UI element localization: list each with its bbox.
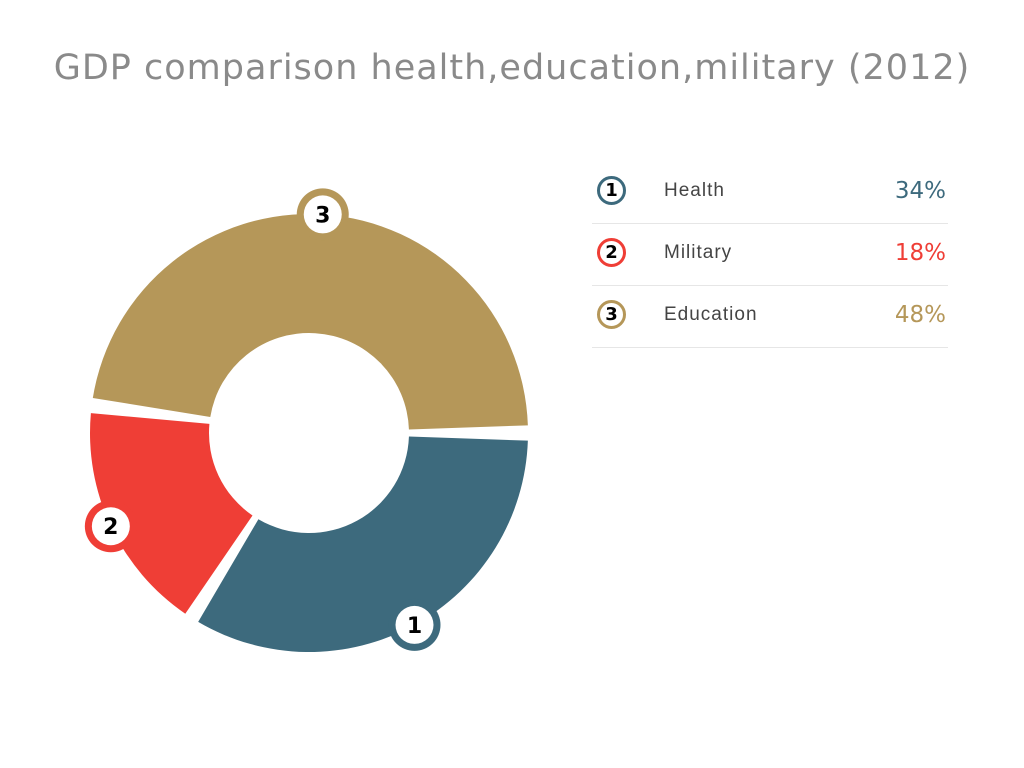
slice-number-3: 3 xyxy=(315,203,330,228)
slice-health xyxy=(198,436,528,652)
legend-item-education: 3 Education 48% xyxy=(592,286,948,348)
slice-number-1: 1 xyxy=(407,614,422,639)
legend-item-military: 2 Military 18% xyxy=(592,224,948,286)
slice-number-2: 2 xyxy=(103,515,118,540)
chart-title: GDP comparison health,education,military… xyxy=(53,48,971,88)
legend-badge-1: 1 xyxy=(597,176,626,205)
legend: 1 Health 34% 2 Military 18% 3 Education … xyxy=(592,162,948,348)
slice-education xyxy=(92,214,528,430)
legend-value-education: 48% xyxy=(894,302,946,328)
slice-badge-2: 2 xyxy=(84,500,137,553)
legend-label-military: Military xyxy=(664,242,733,263)
legend-label-health: Health xyxy=(664,180,725,201)
legend-value-health: 34% xyxy=(894,178,946,204)
slice-badge-3: 3 xyxy=(296,188,349,241)
slice-military xyxy=(90,413,253,614)
slice-badge-1: 1 xyxy=(388,598,441,651)
legend-value-military: 18% xyxy=(894,240,946,266)
legend-item-health: 1 Health 34% xyxy=(592,162,948,224)
legend-badge-2: 2 xyxy=(597,238,626,267)
legend-badge-3: 3 xyxy=(597,300,626,329)
legend-label-education: Education xyxy=(664,304,758,325)
